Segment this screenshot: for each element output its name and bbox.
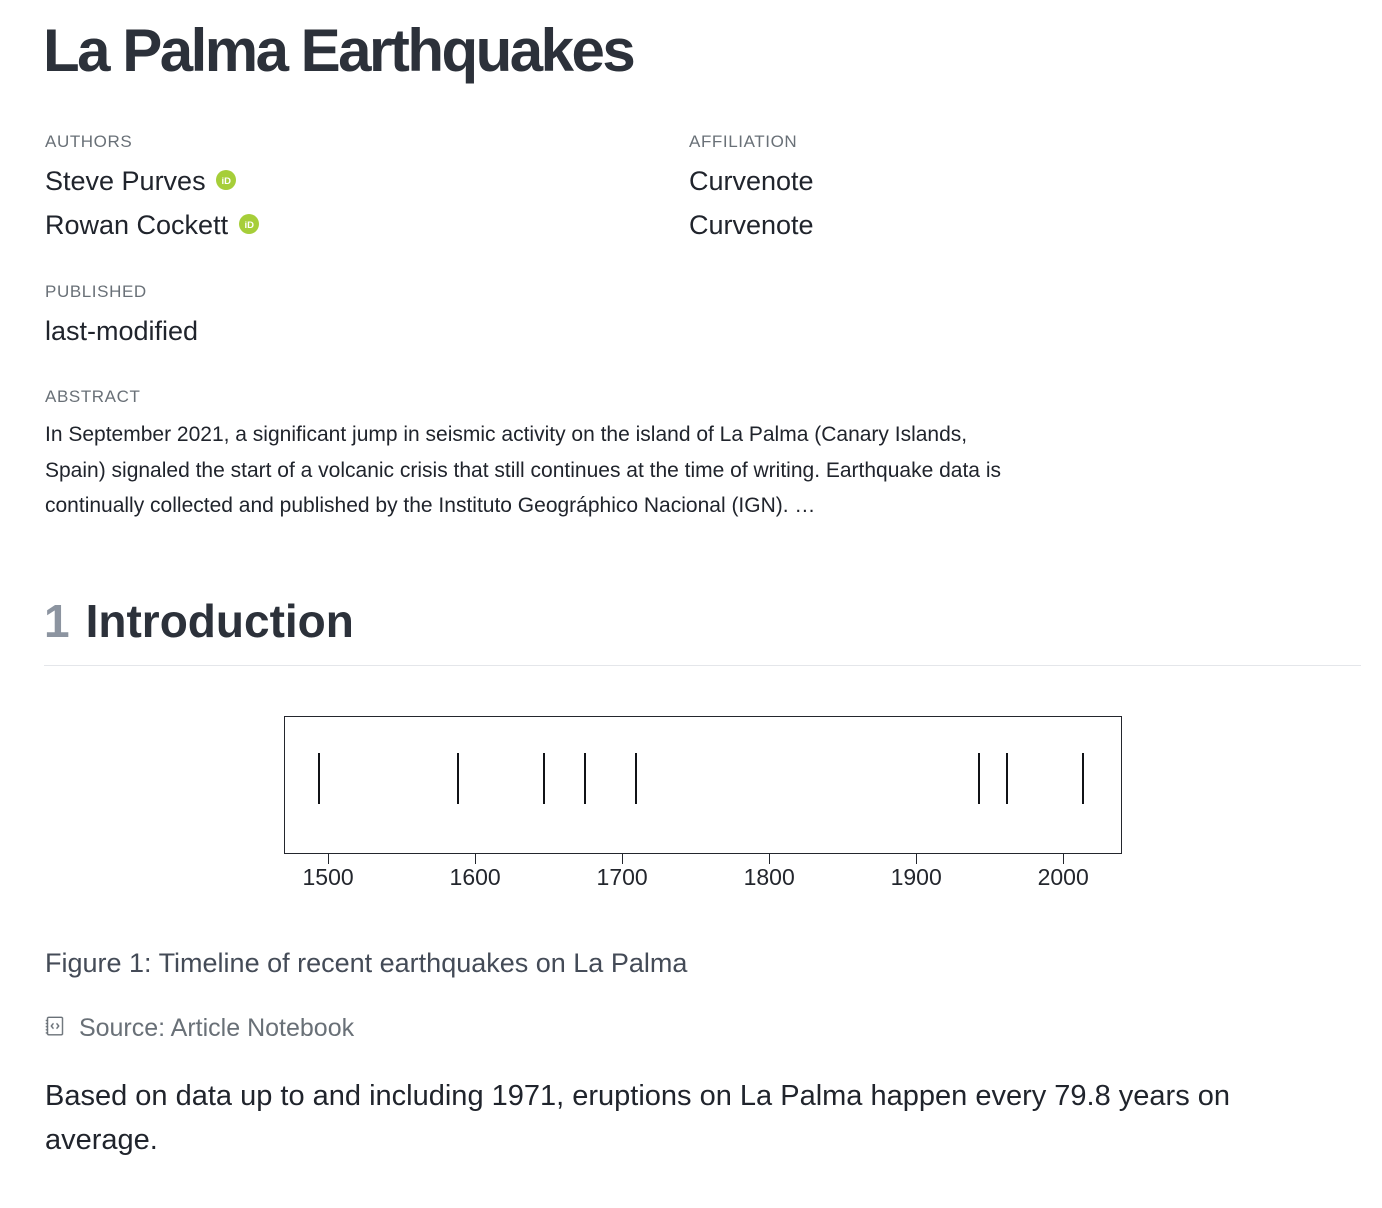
svg-text:iD: iD: [244, 220, 254, 231]
svg-text:iD: iD: [222, 176, 232, 187]
